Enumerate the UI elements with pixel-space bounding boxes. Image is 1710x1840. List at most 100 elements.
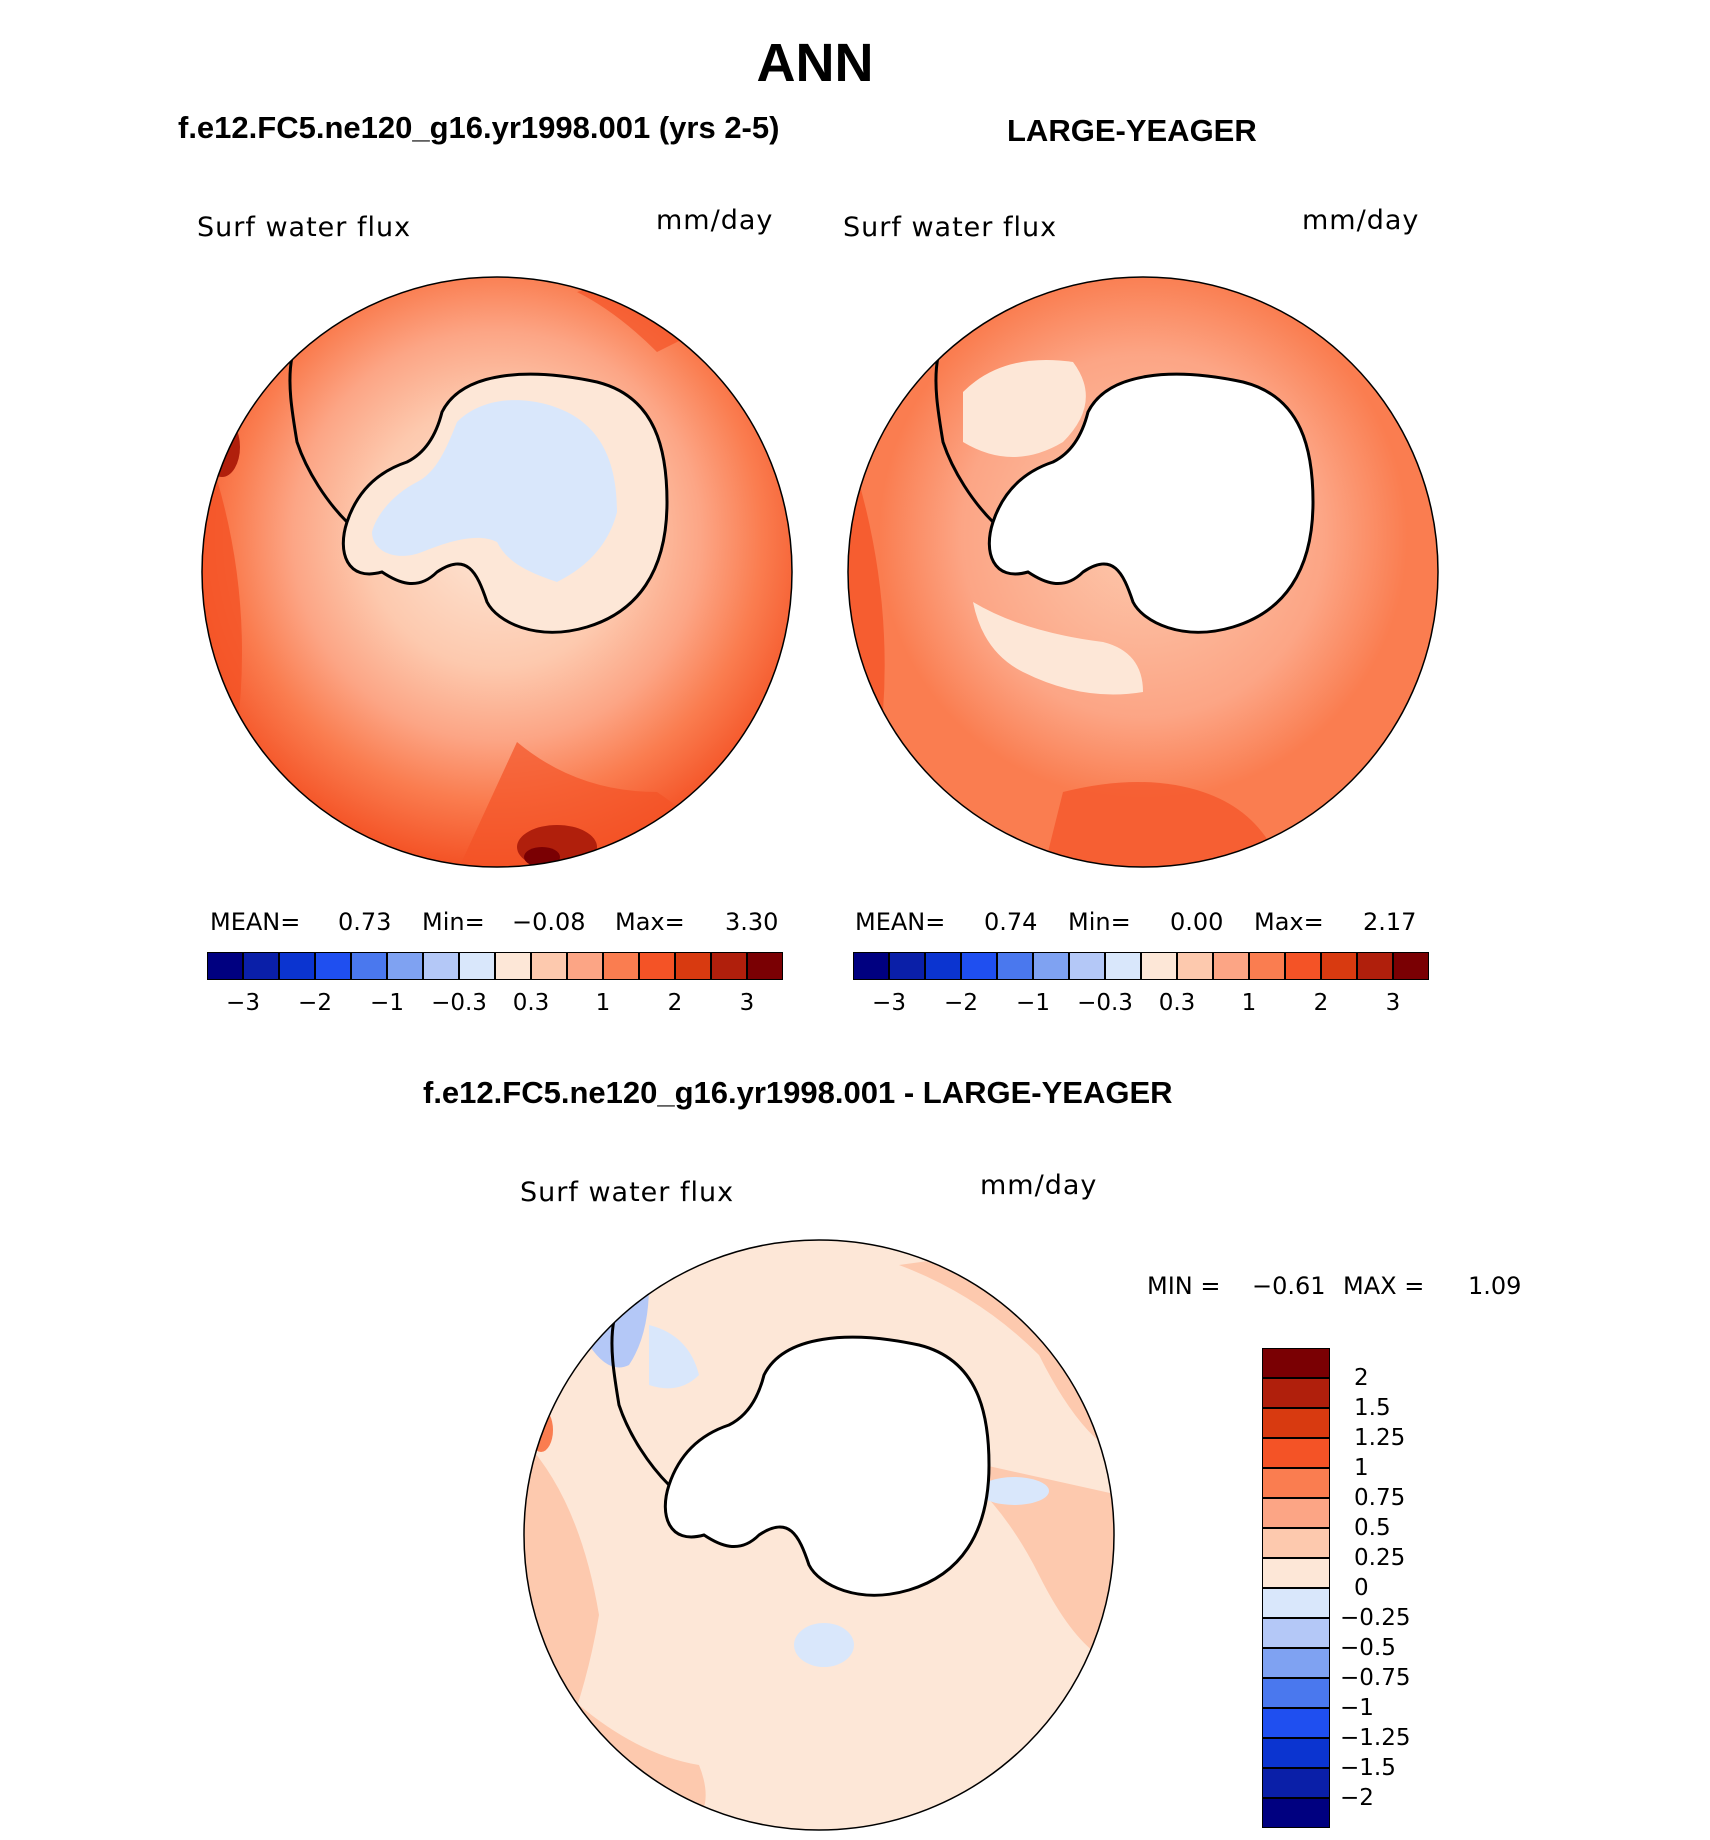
colorbar-tick-label: 3 (1385, 990, 1401, 1016)
colorbar-tick-label: 1.25 (1354, 1425, 1406, 1451)
colorbar-tick-label: −0.75 (1340, 1665, 1411, 1691)
colorbar-tick-label: 0.3 (512, 990, 550, 1016)
panel-model-colorbar (207, 952, 783, 980)
colorbar-tick-label: −1.25 (1340, 1725, 1411, 1751)
colorbar-tick-label: 0.25 (1354, 1545, 1406, 1571)
colorbar-tick-label: −1 (370, 990, 404, 1016)
panel-model-title: f.e12.FC5.ne120_g16.yr1998.001 (yrs 2-5) (178, 110, 780, 145)
colorbar-swatch (1262, 1408, 1330, 1438)
panel-diff-max-label: MAX = (1343, 1272, 1425, 1300)
colorbar-swatch (423, 952, 459, 980)
panel-obs-max-value: 2.17 (1363, 908, 1417, 936)
colorbar-swatch (315, 952, 351, 980)
colorbar-tick-label: −0.3 (431, 990, 487, 1016)
panel-diff-variable-label: Surf water flux (520, 1177, 735, 1208)
panel-model-max-label: Max= (615, 908, 685, 936)
colorbar-swatch (853, 952, 889, 980)
panel-obs-mean-value: 0.74 (984, 908, 1038, 936)
colorbar-tick-label: 2 (667, 990, 683, 1016)
colorbar-swatch (1105, 952, 1141, 980)
colorbar-swatch (1262, 1708, 1330, 1738)
panel-model-min-value: −0.08 (512, 908, 586, 936)
colorbar-tick-label: −0.5 (1340, 1635, 1396, 1661)
colorbar-swatch (1141, 952, 1177, 980)
colorbar-tick-label: −3 (226, 990, 260, 1016)
colorbar-tick-label: 1 (1354, 1455, 1369, 1481)
colorbar-tick-label: 0.3 (1158, 990, 1196, 1016)
colorbar-tick-label: −2 (298, 990, 332, 1016)
panel-model-map (201, 276, 793, 868)
panel-diff-title: f.e12.FC5.ne120_g16.yr1998.001 - LARGE-Y… (423, 1075, 1173, 1110)
colorbar-swatch (1262, 1678, 1330, 1708)
colorbar-swatch (925, 952, 961, 980)
colorbar-swatch (1321, 952, 1357, 980)
panel-model-max-value: 3.30 (725, 908, 779, 936)
panel-obs-title: LARGE-YEAGER (1007, 113, 1257, 148)
colorbar-swatch (387, 952, 423, 980)
colorbar-tick-label: 1 (595, 990, 611, 1016)
colorbar-swatch (1249, 952, 1285, 980)
colorbar-tick-label: −0.25 (1340, 1605, 1411, 1631)
panel-obs-min-label: Min= (1068, 908, 1131, 936)
colorbar-swatch (243, 952, 279, 980)
panel-model-mean-value: 0.73 (338, 908, 392, 936)
colorbar-tick-label: −2 (944, 990, 978, 1016)
colorbar-swatch (1262, 1468, 1330, 1498)
colorbar-swatch (1213, 952, 1249, 980)
colorbar-swatch (495, 952, 531, 980)
panel-obs-max-label: Max= (1254, 908, 1324, 936)
panel-obs-units-label: mm/day (1302, 205, 1420, 236)
colorbar-swatch (1262, 1528, 1330, 1558)
panel-diff-colorbar (1262, 1348, 1330, 1828)
colorbar-swatch (1262, 1738, 1330, 1768)
colorbar-swatch (889, 952, 925, 980)
panel-diff-colorbar-ticks: 2 1.5 1.25 1 0.75 0.5 0.25 0 −0.25 −0.5 −0.75 −1 −1.… (1340, 1348, 1490, 1828)
colorbar-swatch (1262, 1378, 1330, 1408)
colorbar-swatch (1357, 952, 1393, 980)
colorbar-tick-label: 0.75 (1354, 1485, 1406, 1511)
colorbar-swatch (961, 952, 997, 980)
panel-model-variable-label: Surf water flux (197, 212, 412, 243)
colorbar-swatch (675, 952, 711, 980)
panel-diff-max-value: 1.09 (1468, 1272, 1522, 1300)
colorbar-swatch (207, 952, 243, 980)
colorbar-tick-label: 1 (1241, 990, 1257, 1016)
colorbar-swatch (1262, 1798, 1330, 1828)
colorbar-swatch (1262, 1498, 1330, 1528)
colorbar-swatch (711, 952, 747, 980)
colorbar-swatch (1393, 952, 1429, 980)
colorbar-swatch (1285, 952, 1321, 980)
colorbar-tick-label: 0 (1354, 1575, 1369, 1601)
panel-model-colorbar-ticks: −3 −2 −1 −0.3 0.3 1 2 3 (207, 990, 783, 1020)
colorbar-swatch (531, 952, 567, 980)
colorbar-tick-label: −2 (1340, 1785, 1374, 1811)
colorbar-swatch (1262, 1648, 1330, 1678)
colorbar-swatch (1262, 1618, 1330, 1648)
panel-model-mean-label: MEAN= (210, 908, 301, 936)
colorbar-swatch (603, 952, 639, 980)
colorbar-swatch (1177, 952, 1213, 980)
panel-diff-min-value: −0.61 (1252, 1272, 1326, 1300)
panel-obs-map (847, 276, 1439, 868)
colorbar-swatch (997, 952, 1033, 980)
panel-obs-mean-label: MEAN= (855, 908, 946, 936)
colorbar-tick-label: 1.5 (1354, 1395, 1391, 1421)
colorbar-swatch (1069, 952, 1105, 980)
colorbar-swatch (1262, 1438, 1330, 1468)
colorbar-swatch (279, 952, 315, 980)
colorbar-tick-label: −1 (1016, 990, 1050, 1016)
colorbar-tick-label: −1.5 (1340, 1755, 1396, 1781)
colorbar-swatch (351, 952, 387, 980)
panel-obs-variable-label: Surf water flux (843, 212, 1058, 243)
colorbar-swatch (567, 952, 603, 980)
colorbar-tick-label: 2 (1354, 1365, 1369, 1391)
panel-obs-colorbar-ticks: −3 −2 −1 −0.3 0.3 1 2 3 (853, 990, 1429, 1020)
panel-diff-min-label: MIN = (1147, 1272, 1221, 1300)
colorbar-swatch (459, 952, 495, 980)
panel-model-min-label: Min= (422, 908, 485, 936)
colorbar-swatch (1033, 952, 1069, 980)
colorbar-swatch (1262, 1558, 1330, 1588)
colorbar-swatch (1262, 1768, 1330, 1798)
colorbar-tick-label: 3 (739, 990, 755, 1016)
panel-diff-map (523, 1239, 1115, 1831)
